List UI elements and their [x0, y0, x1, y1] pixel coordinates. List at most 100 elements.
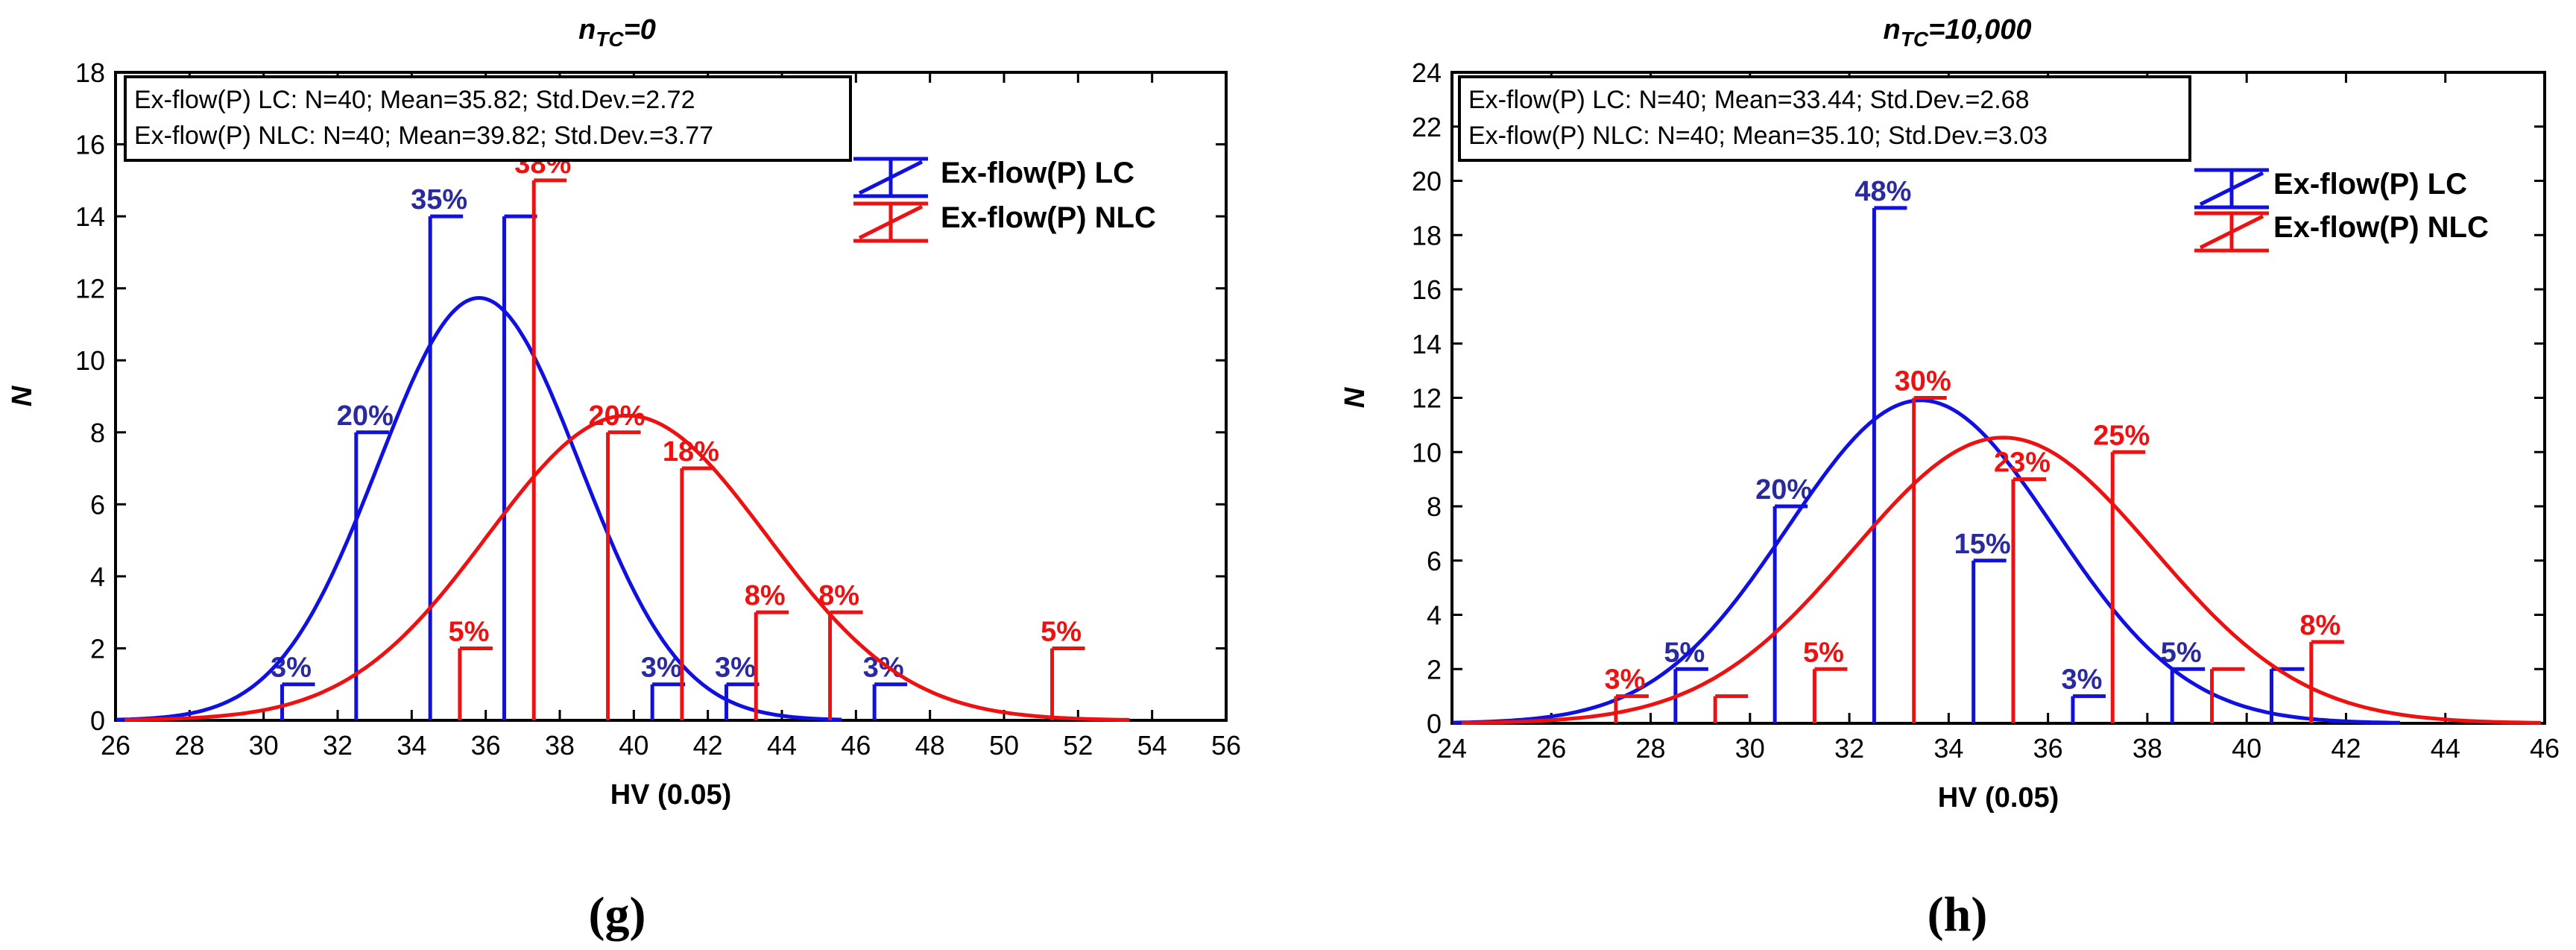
x-tick-label: 26 — [1536, 733, 1566, 764]
series-nlc: 3% 5% 30% 23% 25% 8% — [1461, 366, 2541, 725]
title-main: n — [1884, 14, 1901, 45]
y-tick-label: 0 — [1427, 708, 1442, 739]
y-tick-label: 0 — [90, 705, 105, 736]
x-tick-label: 42 — [2331, 733, 2361, 764]
y-tick-label: 16 — [75, 130, 105, 160]
stats-line: Ex-flow(P) LC: N=40; Mean=35.82; Std.Dev… — [134, 86, 695, 114]
data-label: 3% — [1604, 664, 1645, 696]
x-tick-label: 38 — [2133, 733, 2162, 764]
stats-box-frame — [124, 75, 852, 162]
y-tick-label: 8 — [1427, 491, 1442, 522]
data-label: 5% — [1803, 637, 1844, 668]
x-tick-label: 26 — [101, 730, 130, 761]
normal-fit-curve — [124, 413, 1130, 722]
data-label: 23% — [1994, 447, 2051, 479]
x-tick-label: 56 — [1211, 730, 1241, 761]
stats-box: Ex-flow(P) LC: N=40; Mean=35.82; Std.Dev… — [124, 75, 852, 162]
x-tick-label: 24 — [1437, 733, 1467, 764]
y-tick-label: 12 — [75, 274, 105, 304]
y-tick-label: 2 — [1427, 654, 1442, 685]
data-label: 25% — [2093, 420, 2150, 451]
x-tick-label: 54 — [1137, 730, 1167, 761]
y-tick-label: 8 — [90, 418, 105, 448]
legend-label: Ex-flow(P) NLC — [941, 201, 1156, 234]
data-label: 3% — [863, 652, 904, 684]
data-label: 5% — [1041, 616, 1082, 647]
legend-diagonal — [858, 160, 924, 195]
legend-entry-nlc: Ex-flow(P) NLC — [2194, 211, 2489, 253]
x-tick-label: 32 — [1834, 733, 1864, 764]
x-tick-label: 40 — [619, 730, 648, 761]
series-lc: 3%20%35%3% 3% 3% — [116, 184, 908, 722]
stats-line: Ex-flow(P) NLC: N=40; Mean=35.10; Std.De… — [1468, 122, 2048, 150]
x-tick-label: 44 — [2431, 733, 2460, 764]
data-label: 35% — [411, 184, 467, 216]
x-axis-label: HV (0.05) — [1938, 782, 2059, 814]
y-tick-label: 12 — [1412, 383, 1442, 414]
y-tick-label: 18 — [1412, 220, 1442, 251]
x-tick-label: 50 — [989, 730, 1019, 761]
x-tick-label: 44 — [767, 730, 797, 761]
data-label: 8% — [745, 580, 786, 611]
y-axis-label: N — [7, 385, 38, 406]
y-tick-label: 6 — [90, 489, 105, 520]
legend-entry-lc: Ex-flow(P) LC — [2194, 168, 2467, 210]
chart-panel-g: nTC=026 28 30 32 34 36 38 40 42 44 46 48 50 52 54 56024… — [7, 14, 1241, 942]
y-tick-label: 20 — [1412, 166, 1442, 197]
chart-title: nTC=10,000 — [1884, 14, 2032, 51]
title-main: n — [578, 14, 596, 45]
title-subscript: TC — [596, 28, 624, 51]
normal-fit-curve — [1461, 435, 2541, 725]
stats-box-frame — [1458, 75, 2191, 162]
x-tick-label: 30 — [1735, 733, 1765, 764]
y-tick-label: 14 — [75, 201, 105, 232]
legend-label: Ex-flow(P) LC — [941, 157, 1134, 189]
data-label: 3% — [2061, 664, 2102, 696]
stats-line: Ex-flow(P) LC: N=40; Mean=33.44; Std.Dev… — [1468, 86, 2029, 114]
x-tick-label: 46 — [841, 730, 871, 761]
x-tick-label: 48 — [915, 730, 945, 761]
x-tick-label: 36 — [471, 730, 501, 761]
x-axis-label: HV (0.05) — [610, 779, 732, 811]
legend-entry-nlc: Ex-flow(P) NLC — [853, 201, 1156, 243]
data-label: 3% — [271, 652, 312, 684]
legend-entry-lc: Ex-flow(P) LC — [853, 157, 1134, 198]
y-tick-label: 10 — [1412, 437, 1442, 468]
legend-label: Ex-flow(P) NLC — [2273, 211, 2489, 244]
x-tick-label: 46 — [2530, 733, 2560, 764]
x-tick-label: 52 — [1063, 730, 1093, 761]
normal-fit-curve — [116, 295, 842, 722]
stats-line: Ex-flow(P) NLC: N=40; Mean=39.82; Std.De… — [134, 122, 713, 150]
data-label: 5% — [448, 616, 489, 647]
title-rest: =0 — [624, 14, 656, 45]
data-label: 20% — [337, 400, 394, 432]
y-tick-label: 4 — [1427, 600, 1442, 631]
chart-title: nTC=0 — [578, 14, 656, 51]
normal-fit-curve — [1452, 398, 2400, 725]
title-subscript: TC — [1901, 28, 1929, 51]
x-tick-label: 28 — [174, 730, 204, 761]
x-tick-label: 40 — [2232, 733, 2261, 764]
x-tick-label: 28 — [1636, 733, 1666, 764]
title-rest: =10,000 — [1928, 14, 2031, 45]
y-tick-label: 16 — [1412, 274, 1442, 305]
legend-diagonal — [2199, 171, 2264, 207]
x-tick-label: 42 — [693, 730, 723, 761]
plot-frame — [114, 71, 1228, 722]
y-tick-label: 4 — [90, 561, 105, 592]
x-tick-label: 38 — [545, 730, 575, 761]
legend-label: Ex-flow(P) LC — [2273, 168, 2467, 201]
data-label: 30% — [1895, 366, 1951, 397]
x-tick-label: 36 — [2033, 733, 2063, 764]
y-tick-label: 22 — [1412, 112, 1442, 142]
panel-label: (g) — [589, 887, 646, 942]
data-label: 20% — [1755, 474, 1812, 506]
x-tick-label: 30 — [249, 730, 279, 761]
x-tick-label: 34 — [1933, 733, 1963, 764]
legend-diagonal — [2199, 214, 2264, 250]
y-tick-label: 18 — [75, 57, 105, 88]
y-axis-label: N — [1339, 386, 1371, 408]
